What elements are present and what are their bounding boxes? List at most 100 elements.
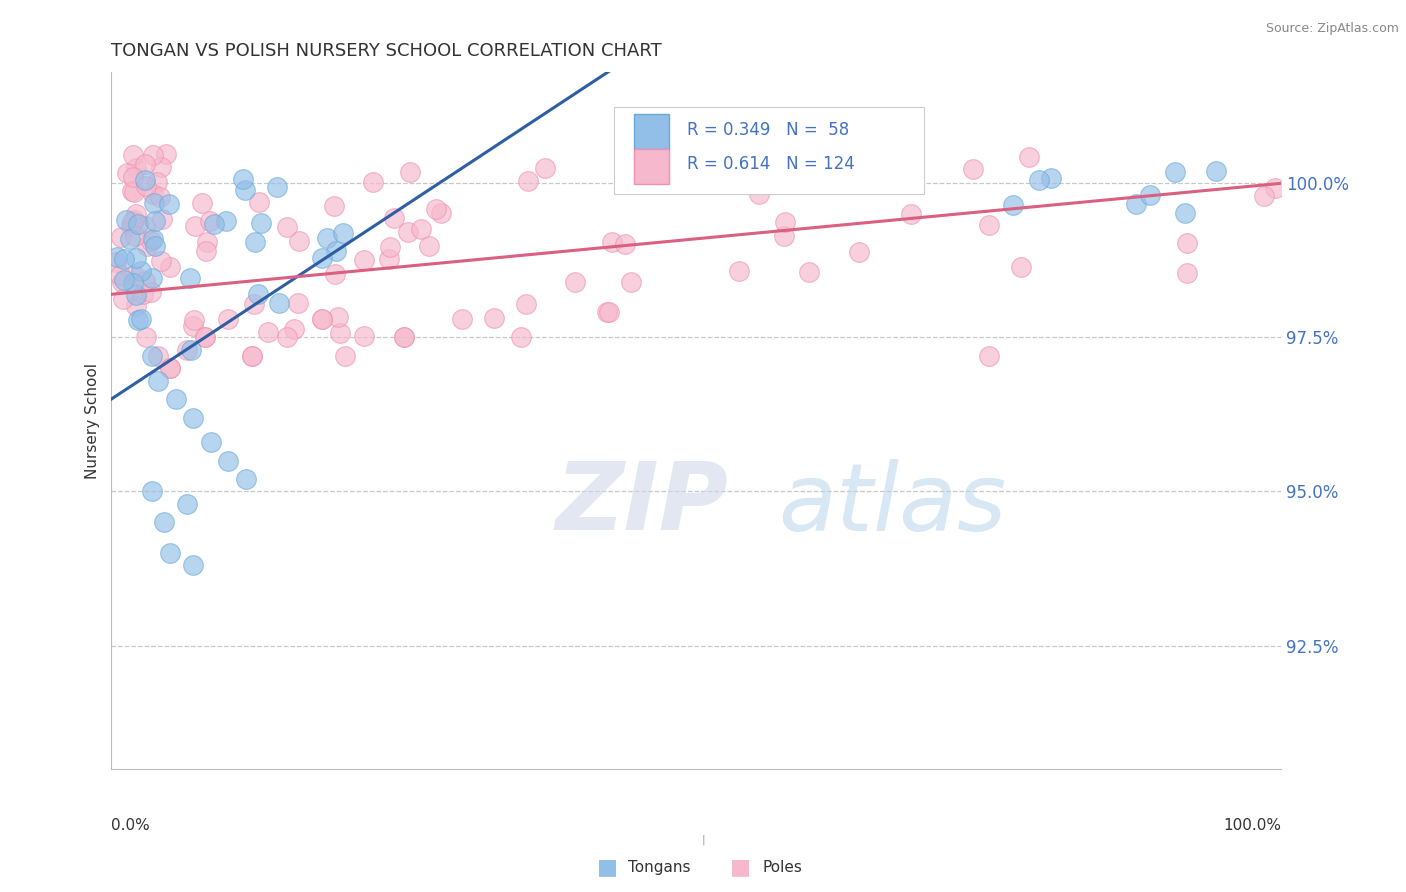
Point (120, 219, 142, 234)
Point (145, 175, 167, 189)
Point (122, 186, 145, 200)
Point (399, 164, 422, 178)
Point (1175, 235, 1198, 250)
Point (121, 170, 143, 185)
Point (848, 245, 870, 260)
Point (249, 195, 271, 210)
Point (150, 160, 173, 174)
Text: R = 0.614   N = 124: R = 0.614 N = 124 (686, 155, 855, 173)
Point (180, 343, 202, 358)
Point (122, 268, 145, 282)
Text: |: | (702, 834, 704, 845)
Text: Source: ZipAtlas.com: Source: ZipAtlas.com (1265, 22, 1399, 36)
Point (250, 216, 273, 230)
Point (122, 148, 145, 162)
Point (143, 213, 166, 227)
Point (183, 219, 205, 234)
Point (150, 253, 173, 268)
Point (242, 297, 264, 311)
Point (240, 349, 263, 363)
Point (1028, 173, 1050, 187)
Point (194, 330, 217, 344)
Point (197, 235, 219, 249)
Point (112, 292, 135, 306)
Point (165, 392, 187, 406)
Point (287, 234, 309, 248)
Point (117, 166, 139, 180)
Point (214, 214, 236, 228)
Point (240, 349, 263, 363)
Text: R = 0.349   N =  58: R = 0.349 N = 58 (686, 120, 849, 138)
FancyBboxPatch shape (614, 107, 924, 194)
Y-axis label: Nursery School: Nursery School (86, 363, 100, 479)
Point (200, 214, 222, 228)
Point (326, 310, 349, 325)
Point (534, 161, 557, 175)
Point (141, 270, 163, 285)
Point (125, 207, 148, 221)
Point (1040, 170, 1063, 185)
Point (598, 305, 620, 319)
Point (392, 330, 415, 344)
Point (217, 312, 239, 326)
Point (411, 221, 433, 235)
Point (176, 497, 198, 511)
Point (1002, 198, 1025, 212)
FancyBboxPatch shape (634, 149, 669, 184)
Point (323, 268, 346, 282)
Point (233, 183, 256, 197)
Point (135, 179, 157, 194)
Point (418, 238, 440, 252)
Point (139, 285, 162, 300)
Point (430, 206, 453, 220)
Point (363, 175, 385, 189)
Point (118, 232, 141, 246)
Point (378, 252, 401, 266)
Point (1010, 260, 1032, 275)
Point (977, 349, 1000, 363)
Text: Tongans: Tongans (628, 860, 690, 874)
Point (1253, 188, 1275, 202)
Point (315, 231, 337, 245)
Point (148, 349, 170, 363)
Point (141, 484, 163, 499)
Point (266, 179, 288, 194)
Point (149, 190, 172, 204)
Point (243, 235, 266, 249)
Point (748, 187, 770, 202)
Point (110, 230, 132, 244)
Point (127, 313, 149, 327)
Point (202, 217, 225, 231)
Point (125, 161, 148, 175)
Point (143, 239, 166, 253)
Point (235, 472, 257, 486)
Point (179, 271, 201, 285)
Point (311, 251, 333, 265)
Point (142, 186, 165, 201)
Point (181, 410, 204, 425)
Point (194, 330, 217, 344)
Point (150, 211, 173, 226)
Point (134, 157, 156, 171)
Point (183, 313, 205, 327)
Point (515, 297, 537, 311)
Point (257, 325, 280, 339)
Point (325, 244, 347, 258)
Point (962, 162, 984, 177)
Point (1163, 164, 1185, 178)
Text: TONGAN VS POLISH NURSERY SCHOOL CORRELATION CHART: TONGAN VS POLISH NURSERY SCHOOL CORRELAT… (111, 42, 662, 60)
Point (1205, 164, 1227, 178)
Point (134, 173, 156, 187)
Point (143, 196, 166, 211)
Point (121, 184, 143, 198)
Point (600, 235, 623, 249)
FancyBboxPatch shape (634, 114, 669, 149)
Point (135, 330, 157, 344)
Point (125, 288, 148, 302)
Point (620, 275, 643, 289)
Point (157, 197, 180, 211)
Point (108, 268, 131, 282)
Point (191, 196, 214, 211)
Point (311, 312, 333, 326)
Point (269, 295, 291, 310)
